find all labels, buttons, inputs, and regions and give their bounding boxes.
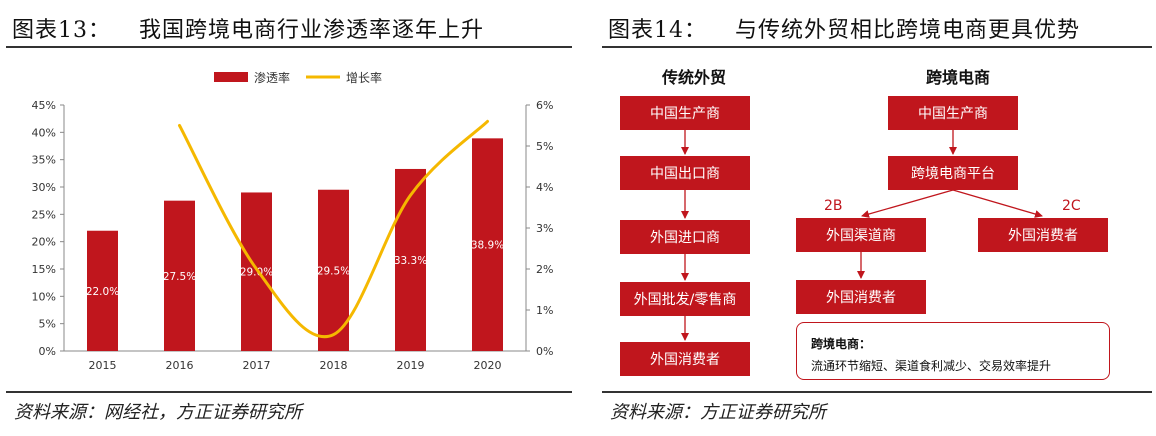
y-tick-label-right: 5%: [536, 140, 553, 153]
y-tick-label-left: 5%: [39, 318, 56, 331]
figure-number: 图表14：: [608, 18, 707, 43]
bottom-rule: [6, 391, 572, 393]
figure-title: 图表13： 我国跨境电商行业渗透率逐年上升: [12, 12, 484, 44]
x-tick-label: 2018: [320, 359, 348, 372]
bar: [241, 192, 272, 351]
y-tick-label-right: 0%: [536, 345, 553, 358]
cb-channel: 外国渠道商: [796, 218, 926, 252]
cb-consumer-2b: 外国消费者: [796, 280, 926, 314]
x-axis: 2015 2016 2017 2018 2019 2020: [64, 350, 526, 372]
bar-data-labels: 22.0% 27.5% 29.0% 29.5% 33.3% 38.9%: [86, 240, 504, 298]
bottom-rule: [602, 391, 1152, 393]
cb-platform: 跨境电商平台: [888, 156, 1018, 190]
diagram-panel: 图表14： 与传统外贸相比跨境电商更具优势 传统外贸 跨境电商 中国生产商 中国出…: [598, 0, 1156, 436]
title-rule: [602, 46, 1152, 48]
source-note: 资料来源：网经社，方正证券研究所: [14, 402, 302, 423]
cross-border-heading: 跨境电商: [926, 68, 991, 87]
note-title: 跨境电商：: [811, 337, 872, 351]
trad-step-consumer: 外国消费者: [620, 342, 750, 376]
x-tick-label: 2020: [474, 359, 502, 372]
y-tick-label-right: 2%: [536, 263, 553, 276]
x-tick-label: 2015: [89, 359, 117, 372]
y-tick-label-left: 20%: [32, 236, 56, 249]
x-tick-label: 2017: [243, 359, 271, 372]
trad-step-exporter: 中国出口商: [620, 156, 750, 190]
y-tick-label-left: 45%: [32, 99, 56, 112]
legend-label-bar: 渗透率: [254, 70, 290, 85]
trad-step-retailer: 外国批发/零售商: [620, 282, 750, 316]
y-axis-left: 0% 5% 10% 15% 20% 25% 30% 35% 40% 45%: [32, 99, 65, 358]
source-note: 资料来源：方正证券研究所: [610, 402, 826, 423]
advantage-note: 跨境电商： 流通环节缩短、渠道食利减少、交易效率提升: [796, 322, 1110, 380]
figure-title: 图表14： 与传统外贸相比跨境电商更具优势: [608, 12, 1080, 44]
traditional-trade-heading: 传统外贸: [662, 68, 727, 87]
y-tick-label-right: 4%: [536, 181, 553, 194]
y-axis-right: 0% 1% 2% 3% 4% 5% 6%: [525, 99, 553, 358]
y-tick-label-left: 40%: [32, 126, 56, 139]
cb-consumer-2c: 外国消费者: [978, 218, 1108, 252]
y-tick-label-left: 30%: [32, 181, 56, 194]
y-tick-label-left: 15%: [32, 263, 56, 276]
line-series: [178, 119, 489, 339]
title-rule: [6, 46, 572, 48]
bar-data-label: 29.0%: [240, 267, 273, 279]
arrow-cb-2b: [861, 189, 954, 218]
y-tick-label-left: 25%: [32, 208, 56, 221]
bar-data-label: 38.9%: [471, 240, 504, 252]
x-tick-label: 2016: [166, 359, 194, 372]
legend-swatch-bar: [214, 72, 248, 82]
trad-step-producer: 中国生产商: [620, 96, 750, 130]
arrow-cb-2c: [952, 189, 1043, 218]
y-tick-label-right: 1%: [536, 304, 553, 317]
figure-number: 图表13：: [12, 18, 111, 43]
bar-series: [87, 138, 503, 351]
figure-title-text: 与传统外贸相比跨境电商更具优势: [735, 18, 1081, 43]
figure-title-text: 我国跨境电商行业渗透率逐年上升: [139, 18, 485, 43]
trad-step-importer: 外国进口商: [620, 220, 750, 254]
bar-data-label: 22.0%: [86, 286, 119, 298]
bar: [87, 230, 118, 351]
edge-label-2c: 2C: [1062, 198, 1081, 214]
bar: [164, 200, 195, 351]
chart-panel: 图表13： 我国跨境电商行业渗透率逐年上升 渗透率 增长率 0% 5% 10% 15% 20…: [0, 0, 576, 436]
legend-label-line: 增长率: [346, 70, 382, 85]
y-tick-label-right: 3%: [536, 222, 553, 235]
bar-data-label: 33.3%: [394, 255, 427, 267]
bar-data-label: 29.5%: [317, 265, 350, 277]
y-tick-label-left: 10%: [32, 290, 56, 303]
note-text: 流通环节缩短、渠道食利减少、交易效率提升: [811, 359, 1052, 373]
edge-label-2b: 2B: [824, 198, 843, 214]
penetration-chart: 渗透率 增长率 0% 5% 10% 15% 20% 25% 30% 35% 40% 45% 0% 1%…: [32, 70, 554, 372]
y-tick-label-left: 35%: [32, 154, 56, 167]
growth-rate-line: [178, 119, 489, 339]
y-tick-label-right: 6%: [536, 99, 553, 112]
bar: [395, 168, 426, 351]
x-tick-label: 2019: [397, 359, 425, 372]
y-tick-label-left: 0%: [39, 345, 56, 358]
legend: 渗透率 增长率: [214, 70, 382, 85]
bar-data-label: 27.5%: [163, 271, 196, 283]
cb-producer: 中国生产商: [888, 96, 1018, 130]
bar: [472, 138, 503, 351]
